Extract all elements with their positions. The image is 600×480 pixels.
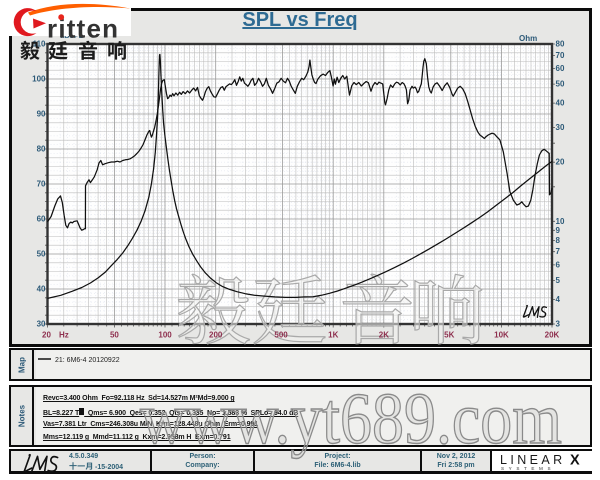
svg-text:30: 30	[556, 123, 565, 132]
svg-text:100: 100	[158, 331, 172, 340]
svg-text:dBSPL: dBSPL	[60, 33, 84, 40]
svg-text:21: 6M6-4 20120922: 21: 6M6-4 20120922	[55, 357, 120, 364]
svg-text:10: 10	[556, 217, 565, 226]
svg-text:9: 9	[556, 226, 561, 235]
svg-text:Hz: Hz	[59, 331, 69, 340]
svg-text:30: 30	[37, 320, 46, 329]
svg-text:20: 20	[556, 158, 565, 167]
svg-text:20: 20	[42, 331, 51, 340]
svg-text:10K: 10K	[494, 331, 509, 340]
svg-text:80: 80	[556, 40, 565, 49]
svg-text:50: 50	[37, 250, 46, 259]
svg-text:8: 8	[556, 236, 561, 245]
svg-text:110: 110	[33, 40, 46, 49]
svg-text:40: 40	[556, 99, 565, 108]
svg-text:3: 3	[556, 320, 561, 329]
svg-text:60: 60	[37, 215, 46, 224]
svg-text:90: 90	[37, 110, 46, 119]
svg-text:5: 5	[556, 276, 561, 285]
svg-text:20K: 20K	[545, 331, 560, 340]
svg-text:5K: 5K	[444, 331, 454, 340]
svg-text:200: 200	[209, 331, 223, 340]
svg-text:7: 7	[556, 247, 561, 256]
svg-text:50: 50	[110, 331, 119, 340]
svg-text:500: 500	[274, 331, 288, 340]
svg-text:2K: 2K	[379, 331, 389, 340]
svg-text:60: 60	[556, 64, 565, 73]
svg-text:SYSTEMS: SYSTEMS	[501, 466, 555, 471]
svg-text:LINEAR: LINEAR	[500, 453, 566, 467]
svg-text:100: 100	[32, 75, 46, 84]
svg-text:50: 50	[556, 80, 565, 89]
svg-text:-15-2004: -15-2004	[95, 464, 123, 471]
svg-text:70: 70	[37, 180, 46, 189]
svg-text:70: 70	[556, 51, 565, 60]
svg-text:Ohm: Ohm	[519, 34, 537, 43]
svg-text:ritten: ritten	[47, 14, 119, 44]
svg-text:4: 4	[556, 295, 561, 304]
svg-text:1K: 1K	[328, 331, 338, 340]
svg-text:40: 40	[37, 285, 46, 294]
svg-text:X: X	[570, 453, 580, 469]
svg-text:6: 6	[556, 260, 561, 269]
svg-text:80: 80	[37, 145, 46, 154]
